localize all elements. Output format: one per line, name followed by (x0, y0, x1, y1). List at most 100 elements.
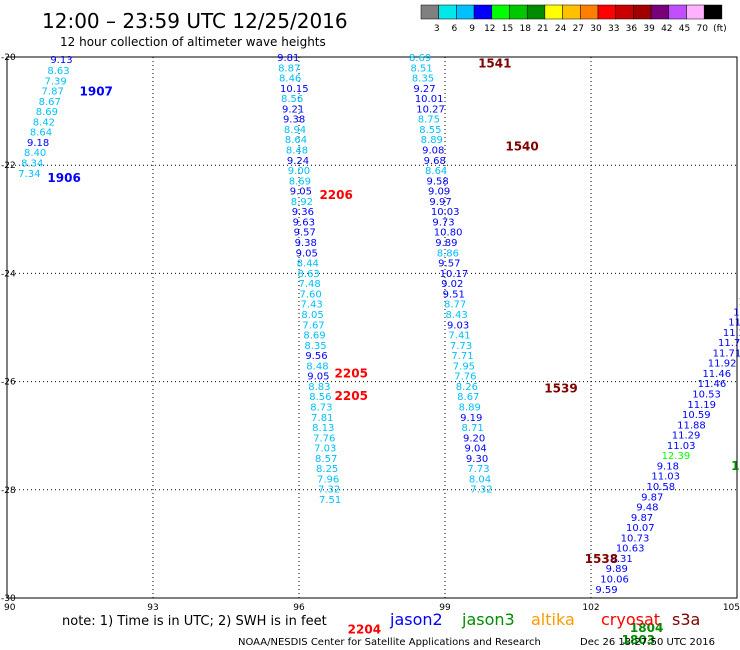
wave-height-value: 7.41 (448, 331, 470, 342)
wave-height-value: 7.51 (319, 495, 341, 506)
wave-height-value: 7.03 (314, 444, 336, 455)
wave-height-value: 9.89 (606, 564, 628, 575)
wave-height-value: 10.58 (646, 482, 675, 493)
wave-height-value: 9.59 (595, 585, 617, 596)
wave-height-value: 7.95 (453, 361, 475, 372)
wave-height-value: 10.73 (621, 533, 650, 544)
scale-swatch-7 (544, 4, 563, 20)
wave-height-value: 10.15 (280, 84, 309, 95)
wave-height-value: 8.43 (445, 310, 467, 321)
satellite-legend-cryosat: cryosat (601, 610, 660, 629)
wave-height-value: 8.56 (309, 392, 331, 403)
wave-height-value: 9.20 (463, 433, 485, 444)
wave-height-value: 9.81 (277, 53, 299, 64)
scale-label: 70 (696, 24, 708, 34)
wave-height-value: 9.51 (443, 289, 465, 300)
chart-title: 12:00 – 23:59 UTC 12/25/2016 (42, 9, 348, 33)
wave-height-value: 8.73 (310, 402, 332, 413)
scale-swatch-14 (668, 4, 687, 20)
axis-ticks: 90 93 96 99 102 105 -20 -22 -24 -26 -28 -30 (1, 53, 740, 613)
wave-height-value: 10.40 (733, 307, 740, 318)
wave-height-value: 10.59 (682, 410, 711, 421)
pass-number-label: 1805 (731, 459, 740, 473)
wave-height-value: 8.67 (39, 97, 61, 108)
wave-height-value: 9.05 (296, 248, 318, 259)
wave-height-value: 7.32 (318, 485, 340, 496)
pass-number-label: 1540 (505, 139, 538, 153)
wave-height-value: 9.24 (287, 156, 309, 167)
wave-height-value: 7.71 (451, 351, 473, 362)
wave-height-value: 11.92 (708, 359, 737, 370)
wave-height-value: 9.09 (428, 187, 450, 198)
wave-height-value: 7.43 (300, 300, 322, 311)
wave-height-value: 9.00 (288, 166, 310, 177)
wave-height-value: 10.17 (440, 269, 469, 280)
wave-height-value: 12.39 (662, 451, 691, 462)
wave-height-value: 7.73 (467, 464, 489, 475)
satellite-legend-jason2: jason2 (389, 610, 443, 629)
wave-height-value: 8.25 (316, 464, 338, 475)
plot-area: 90 93 96 99 102 105-20-22-24-26-28-30 9.138.6… (1, 53, 740, 647)
wave-height-value: 7.60 (299, 289, 321, 300)
scale-label: (ft) (713, 24, 727, 34)
pass-number-label: 2204 (348, 622, 381, 636)
wave-height-points: 9.138.637.397.878.678.698.428.649.188.40… (18, 53, 740, 596)
wave-height-value: 9.48 (636, 503, 658, 514)
scale-swatch-15 (686, 4, 705, 20)
scale-label: 21 (537, 24, 548, 34)
wave-height-value: 9.05 (307, 372, 329, 383)
y-tick-label: -26 (1, 378, 16, 388)
wave-height-value: 7.48 (299, 279, 321, 290)
wave-height-value: 11.46 (738, 297, 740, 308)
wave-height-value: 7.67 (302, 320, 324, 331)
wave-height-value: 8.94 (284, 125, 306, 136)
scale-label: 24 (555, 24, 567, 34)
scale-swatch-6 (526, 4, 546, 20)
grid (6, 56, 738, 599)
credit-right: Dec 26 13:27:50 UTC 2016 (580, 637, 715, 648)
wave-height-value: 9.18 (27, 138, 49, 149)
wave-height-value: 8.48 (286, 146, 308, 157)
wave-height-value: 10.80 (434, 228, 463, 239)
wave-height-value: 8.55 (419, 125, 441, 136)
wave-height-value: 8.69 (303, 331, 325, 342)
wave-height-value: 9.18 (657, 461, 679, 472)
wave-height-value: 7.81 (311, 413, 333, 424)
wave-height-value: 7.34 (18, 169, 40, 180)
scale-swatch-12 (633, 4, 652, 20)
pass-number-label: 1804 (630, 621, 663, 635)
wave-height-value: 8.40 (24, 148, 46, 159)
x-tick-label: 105 (723, 603, 740, 613)
wave-height-value: 8.04 (469, 474, 491, 485)
pass-number-label: 1541 (478, 56, 511, 70)
wave-height-value: 8.05 (301, 310, 323, 321)
wave-height-value: 9.04 (464, 444, 486, 455)
scale-swatch-0 (420, 4, 439, 20)
wave-height-value: 10.27 (416, 104, 445, 115)
y-tick-label: -30 (1, 594, 16, 604)
wave-height-value: 8.77 (444, 300, 466, 311)
scale-swatch-9 (580, 4, 599, 20)
scale-swatch-3 (473, 4, 493, 20)
scale-label: 42 (661, 24, 672, 34)
wave-height-value: 11.03 (667, 441, 696, 452)
wave-height-value: 9.02 (441, 279, 463, 290)
wave-height-value: 8.69 (409, 53, 431, 64)
x-tick-label: 99 (439, 603, 451, 613)
plot-frame (6, 56, 738, 599)
wave-height-value: 9.21 (282, 104, 304, 115)
y-tick-label: -20 (1, 53, 16, 63)
wave-height-value: 11.25 (723, 328, 740, 339)
wave-height-value: 8.63 (298, 269, 320, 280)
scale-label: 3 (434, 24, 440, 34)
wave-height-value: 8.48 (306, 361, 328, 372)
wave-height-value: 7.73 (450, 341, 472, 352)
wave-height-value: 9.08 (422, 146, 444, 157)
wave-height-value: 9.05 (290, 187, 312, 198)
wave-height-value: 11.78 (718, 338, 740, 349)
wave-height-value: 8.13 (312, 423, 334, 434)
pass-number-label: 1906 (47, 171, 80, 185)
wave-height-value: 8.44 (297, 259, 319, 270)
wave-height-value: 10.06 (600, 575, 629, 586)
